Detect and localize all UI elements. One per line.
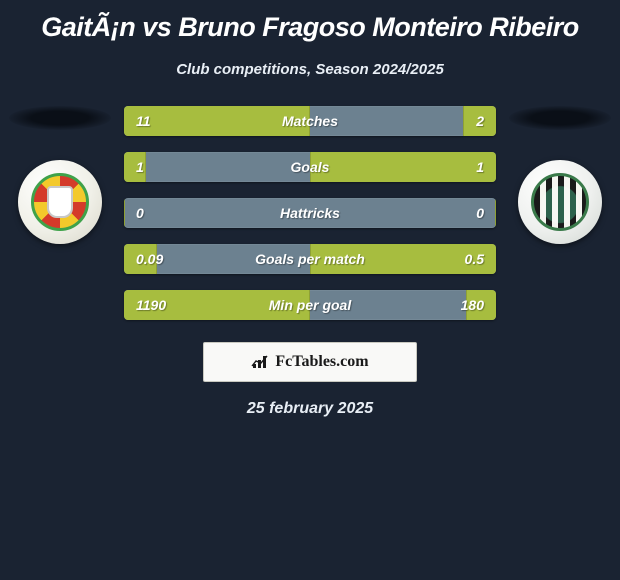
- stat-bar: 11 2 Matches: [124, 106, 496, 136]
- stat-bar: 1 1 Goals: [124, 152, 496, 182]
- stat-value-left: 0.09: [136, 251, 163, 267]
- stat-value-right: 0: [476, 205, 484, 221]
- stat-metric-label: Goals per match: [255, 251, 365, 267]
- stat-bars: 112Matches11Goals00Hattricks0.090.5Goals…: [120, 106, 500, 320]
- stat-bar: 0.09 0.5 Goals per match: [124, 244, 496, 274]
- club-crest-right: [518, 160, 602, 244]
- stat-value-right: 0.5: [465, 251, 484, 267]
- comparison-card: GaitÃ¡n vs Bruno Fragoso Monteiro Ribeir…: [0, 0, 620, 580]
- stat-value-right: 2: [476, 113, 484, 129]
- stat-metric-label: Goals: [291, 159, 330, 175]
- stat-fill-right: [495, 198, 496, 228]
- stat-value-left: 1: [136, 159, 144, 175]
- stat-value-right: 1: [476, 159, 484, 175]
- stat-bar: 0 0 Hattricks: [124, 198, 496, 228]
- player-right-side: [500, 106, 620, 244]
- stat-metric-label: Min per goal: [269, 297, 351, 313]
- stat-fill-left: [124, 198, 125, 228]
- stat-bar: 1190 180 Min per goal: [124, 290, 496, 320]
- stat-value-right: 180: [461, 297, 484, 313]
- club-crest-left: [18, 160, 102, 244]
- season-subtitle: Club competitions, Season 2024/2025: [0, 61, 620, 78]
- player-right-shadow: [509, 106, 611, 130]
- source-brand: FcTables.com: [275, 353, 368, 371]
- player-left-side: [0, 106, 120, 244]
- comparison-body: 112Matches11Goals00Hattricks0.090.5Goals…: [0, 106, 620, 320]
- stat-fill-right: [310, 152, 496, 182]
- club-crest-left-inner: [31, 173, 89, 231]
- source-logo-box: FcTables.com: [203, 342, 417, 382]
- stat-metric-label: Hattricks: [280, 205, 340, 221]
- stat-value-left: 11: [136, 113, 151, 129]
- club-crest-right-inner: [531, 173, 589, 231]
- bar-chart-icon: [251, 354, 271, 370]
- snapshot-date: 25 february 2025: [0, 400, 620, 418]
- stat-value-left: 1190: [136, 297, 166, 313]
- stat-metric-label: Matches: [282, 113, 338, 129]
- page-title: GaitÃ¡n vs Bruno Fragoso Monteiro Ribeir…: [0, 0, 620, 43]
- player-left-shadow: [9, 106, 111, 130]
- stat-value-left: 0: [136, 205, 144, 221]
